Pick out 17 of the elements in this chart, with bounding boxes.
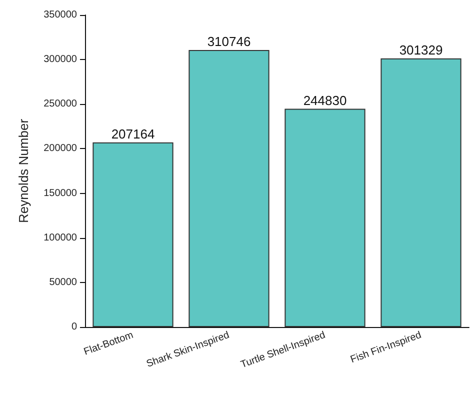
y-tick-label: 100000 <box>44 232 78 244</box>
bar <box>188 50 270 327</box>
y-tick-label: 350000 <box>44 10 78 20</box>
y-tick-label: 0 <box>71 322 78 332</box>
y-axis-title: Reynolds Number <box>16 118 31 224</box>
bar <box>284 108 366 327</box>
bar <box>380 58 462 327</box>
bar <box>92 142 174 327</box>
data-label: 310746 <box>207 34 251 49</box>
data-label: 207164 <box>111 126 155 142</box>
y-tick-label: 250000 <box>44 98 78 110</box>
y-tick-label: 300000 <box>44 54 78 66</box>
data-label: 244830 <box>303 92 347 108</box>
y-tick-label: 150000 <box>44 188 78 199</box>
y-tick-label: 200000 <box>44 143 78 154</box>
data-label: 301329 <box>399 42 443 58</box>
y-tick-label: 50000 <box>49 276 78 288</box>
